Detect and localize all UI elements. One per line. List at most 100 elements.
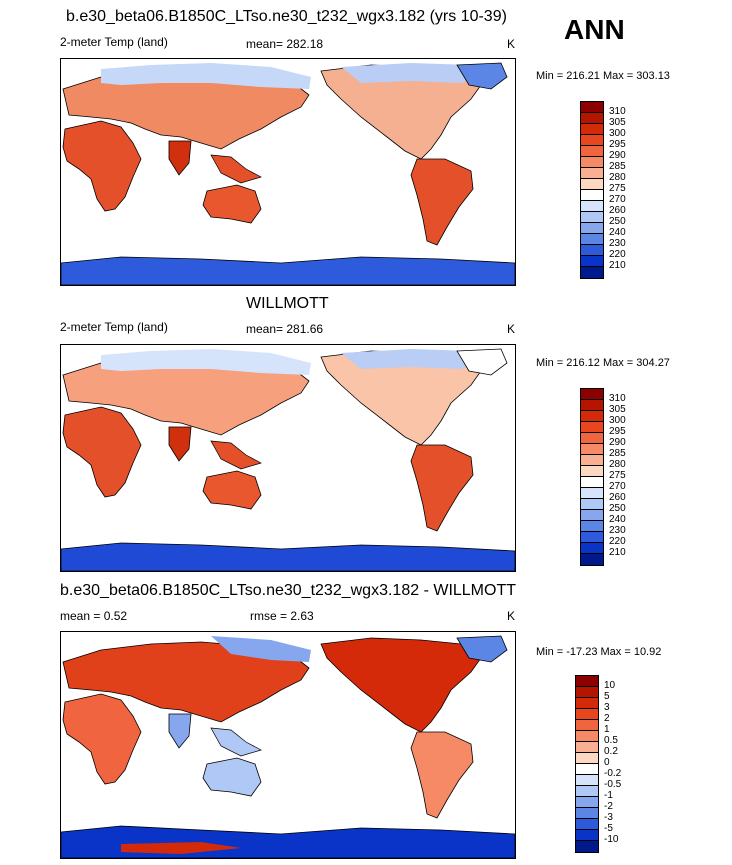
- colorbar-tick-label: 270: [609, 481, 626, 492]
- colorbar-tick-label: 270: [609, 194, 626, 205]
- colorbar-tick-label: -2: [604, 801, 613, 812]
- panel-1-variable-label: 2-meter Temp (land): [60, 35, 168, 49]
- colorbar-tick-label: 250: [609, 503, 626, 514]
- antarctica-warm-patch: [121, 842, 241, 854]
- colorbar-tick-label: 280: [609, 172, 626, 183]
- siberia-cold-area: [101, 349, 311, 375]
- colorbar-segment: [576, 709, 598, 720]
- colorbar-segment: [581, 488, 603, 499]
- southeast-asia-landmass: [210, 727, 262, 757]
- colorbar-tick-label: 290: [609, 150, 626, 161]
- colorbar-segment: [581, 400, 603, 411]
- colorbar-tick-label: 220: [609, 249, 626, 260]
- colorbar-tick-label: 0: [604, 757, 610, 768]
- panel-1-title: b.e30_beta06.B1850C_LTso.ne30_t232_wgx3.…: [66, 8, 507, 25]
- colorbar-tick-label: 0.5: [604, 735, 618, 746]
- colorbar-tick-label: -5: [604, 823, 613, 834]
- colorbar-segment: [576, 775, 598, 786]
- panel-3-map: [60, 631, 516, 859]
- colorbar-segment: [581, 532, 603, 543]
- panel-1-minmax: Min = 216.21 Max = 303.13: [536, 70, 670, 82]
- colorbar-segment: [576, 698, 598, 709]
- colorbar-segment: [576, 720, 598, 731]
- colorbar-tick-label: 0.2: [604, 746, 618, 757]
- colorbar-tick-label: 300: [609, 415, 626, 426]
- colorbar-tick-label: 210: [609, 547, 626, 558]
- colorbar-tick-label: -3: [604, 812, 613, 823]
- colorbar-segment: [581, 223, 603, 234]
- colorbar-segment: [581, 455, 603, 466]
- panel-2-units: K: [507, 322, 516, 336]
- colorbar-tick-label: 220: [609, 536, 626, 547]
- colorbar-tick-label: 230: [609, 238, 626, 249]
- colorbar-segment: [581, 201, 603, 212]
- colorbar-tick-label: 275: [609, 183, 626, 194]
- north-america-landmass: [320, 637, 482, 733]
- colorbar-tick-label: 310: [609, 106, 626, 117]
- panel-2-map: [60, 344, 516, 572]
- colorbar-segment: [581, 102, 603, 113]
- colorbar-tick-label: 260: [609, 205, 626, 216]
- colorbar-tick-label: 295: [609, 139, 626, 150]
- colorbar-segment: [581, 256, 603, 267]
- colorbar-tick-label: 10: [604, 680, 616, 691]
- panel-1-map: [60, 58, 516, 286]
- colorbar-tick-label: 305: [609, 117, 626, 128]
- colorbar-tick-label: 240: [609, 514, 626, 525]
- colorbar-segment: [581, 267, 603, 278]
- colorbar-segment: [581, 234, 603, 245]
- africa-landmass: [62, 693, 142, 785]
- colorbar-segment: [581, 190, 603, 201]
- colorbar-segment: [581, 245, 603, 256]
- colorbar-tick-label: -10: [604, 834, 619, 845]
- panel-3-colorbar-box: [575, 675, 599, 853]
- india-landmass: [168, 713, 192, 749]
- colorbar-segment: [581, 554, 603, 565]
- colorbar-segment: [576, 687, 598, 698]
- colorbar-tick-label: 290: [609, 437, 626, 448]
- australia-landmass: [202, 184, 262, 224]
- antarctica-landmass: [61, 825, 515, 858]
- eurasia-landmass: [62, 641, 310, 723]
- panel-1-colorbar-box: [580, 101, 604, 279]
- colorbar-segment: [576, 808, 598, 819]
- colorbar-segment: [581, 113, 603, 124]
- colorbar-tick-label: -0.5: [604, 779, 622, 790]
- colorbar-segment: [576, 753, 598, 764]
- colorbar-tick-label: 310: [609, 393, 626, 404]
- colorbar-segment: [581, 411, 603, 422]
- panel-1-mean-label: mean= 282.18: [246, 37, 324, 51]
- colorbar-tick-label: 5: [604, 691, 610, 702]
- india-landmass: [168, 426, 192, 462]
- colorbar-tick-label: -1: [604, 790, 613, 801]
- panel-1-units: K: [507, 37, 516, 51]
- siberia-mixed-area: [211, 636, 311, 662]
- colorbar-segment: [581, 466, 603, 477]
- africa-landmass: [62, 406, 142, 498]
- colorbar-tick-label: 280: [609, 459, 626, 470]
- colorbar-segment: [581, 168, 603, 179]
- south-america-landmass: [410, 731, 474, 819]
- greenland-landmass: [456, 348, 508, 376]
- colorbar-segment: [581, 157, 603, 168]
- arctic-canada-area: [341, 63, 491, 83]
- colorbar-segment: [576, 764, 598, 775]
- colorbar-segment: [581, 135, 603, 146]
- africa-landmass: [62, 120, 142, 212]
- southeast-asia-landmass: [210, 440, 262, 470]
- colorbar-tick-label: 275: [609, 470, 626, 481]
- panel-2-mean-label: mean= 281.66: [246, 322, 324, 336]
- colorbar-tick-label: 295: [609, 426, 626, 437]
- australia-landmass: [202, 470, 262, 510]
- colorbar-segment: [576, 830, 598, 841]
- colorbar-tick-label: -0.2: [604, 768, 622, 779]
- greenland-landmass: [456, 62, 508, 90]
- colorbar-segment: [581, 510, 603, 521]
- season-label: ANN: [564, 14, 625, 45]
- arctic-canada-area: [341, 349, 491, 369]
- colorbar-tick-label: 2: [604, 713, 610, 724]
- colorbar-segment: [576, 797, 598, 808]
- southeast-asia-landmass: [210, 154, 262, 184]
- panel-3-units: K: [507, 609, 516, 623]
- colorbar-segment: [581, 389, 603, 400]
